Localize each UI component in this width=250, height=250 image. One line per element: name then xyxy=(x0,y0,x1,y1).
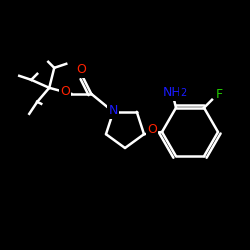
Text: O: O xyxy=(76,63,86,76)
Text: O: O xyxy=(147,122,157,136)
Text: N: N xyxy=(108,104,118,117)
Text: 2: 2 xyxy=(180,88,186,98)
Text: F: F xyxy=(216,88,222,101)
Text: NH: NH xyxy=(162,86,182,99)
Text: O: O xyxy=(60,85,70,98)
